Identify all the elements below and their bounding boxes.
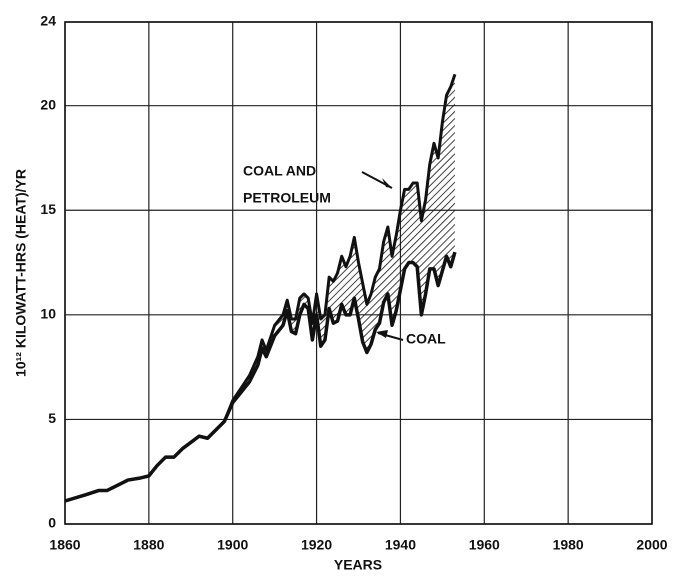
y-tick-label: 24 [40,13,56,29]
annotation-arrow-head [376,330,388,338]
x-tick-label: 1920 [301,537,332,553]
y-tick-label: 0 [48,515,56,531]
hatch-area [65,74,455,501]
x-tick-label: 1860 [49,537,80,553]
data-line [64,73,457,503]
plot-frame [64,21,653,525]
y-tick-label: 10 [40,306,56,322]
y-axis-label: 10¹² KILOWATT-HRS (HEAT)/YR [13,169,29,377]
x-tick-label: 1880 [133,537,164,553]
annotation: PETROLEUM [243,190,331,206]
annotation: COAL [406,331,446,347]
x-tick-label: 1980 [553,537,584,553]
y-tick-label: 20 [40,96,56,112]
annotation-arrow-head [382,178,392,188]
y-tick-label: 15 [40,201,56,217]
y-tick-label: 5 [48,410,56,426]
x-tick-label: 2000 [636,537,667,553]
annotation: COAL AND [243,163,316,179]
x-tick-label: 1900 [217,537,248,553]
x-axis-label: YEARS [334,557,382,573]
x-tick-label: 1960 [469,537,500,553]
x-tick-label: 1940 [385,537,416,553]
